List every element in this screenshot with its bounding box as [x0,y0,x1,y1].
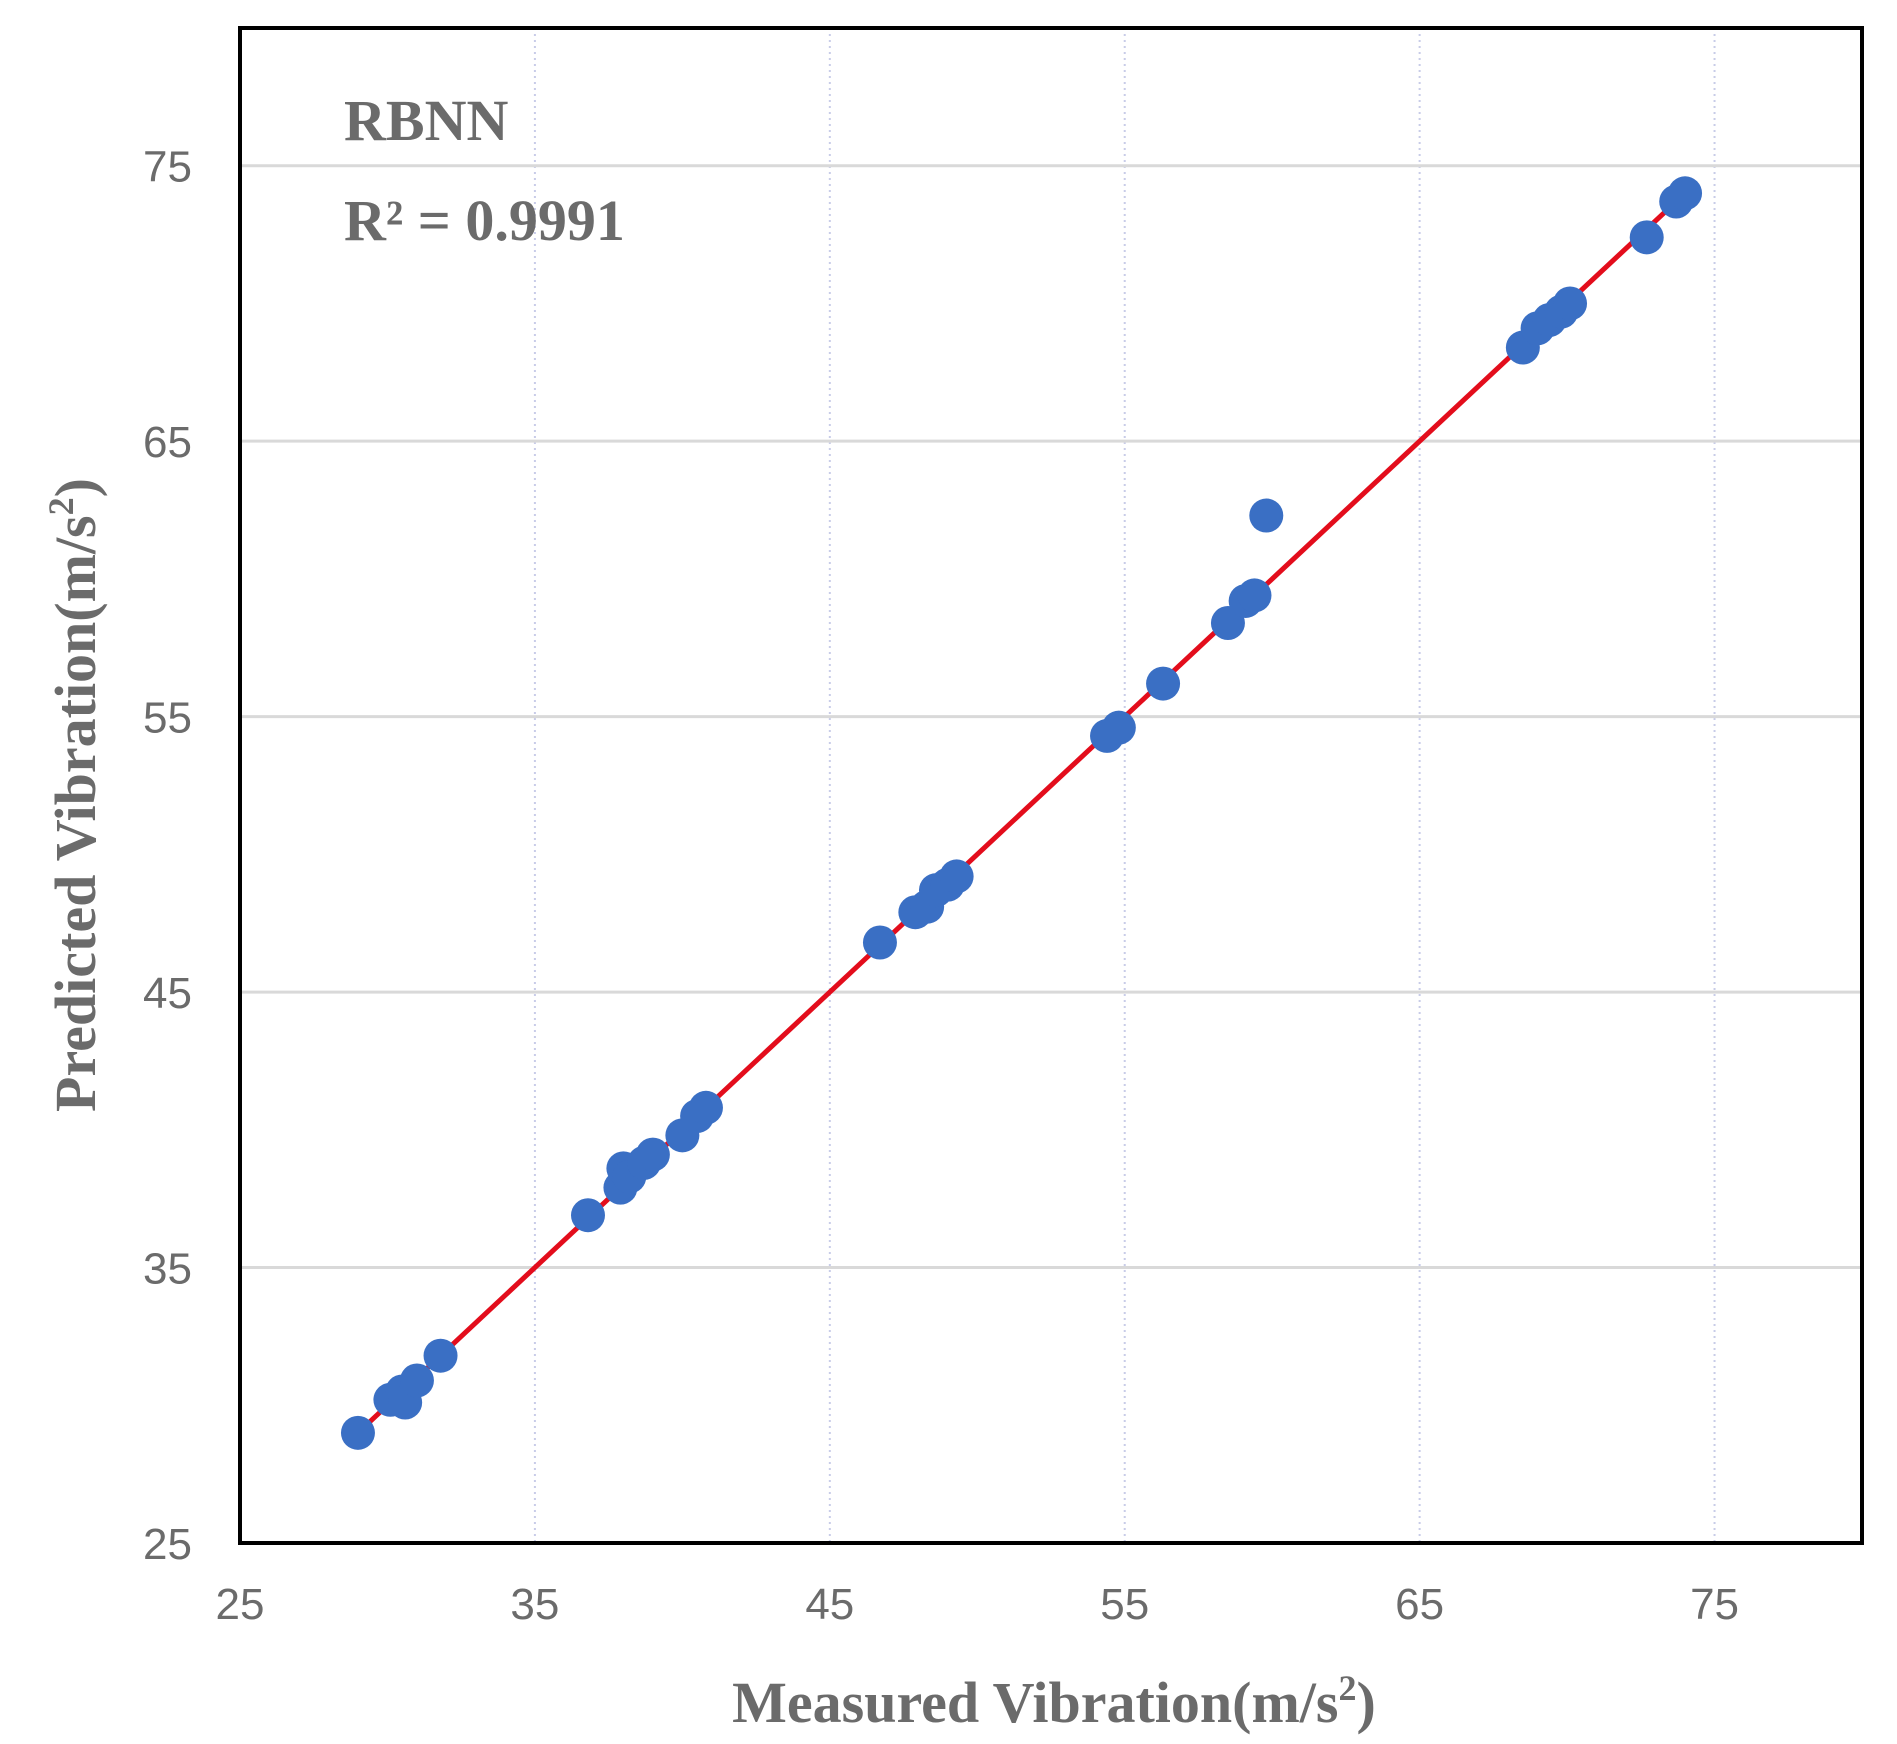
data-point-0 [340,1415,375,1450]
y-tick-label-35: 35 [143,1245,192,1294]
x-tick-label-75: 75 [1690,1580,1739,1629]
y-axis-title-superscript: 2 [41,497,81,515]
y-tick-label-75: 75 [143,143,192,192]
x-axis-title: Measured Vibration(m/s2) [732,1668,1376,1735]
y-axis-title-main: Predicted Vibration(m/s [43,515,108,1112]
x-tick-label-35: 35 [510,1580,559,1629]
y-tick-labels: 25 35 45 55 65 75 [143,143,192,1569]
data-point-20 [939,859,974,894]
data-point-23 [1146,666,1181,701]
x-axis-title-superscript: 2 [1338,1668,1356,1708]
y-axis-title: Predicted Vibration(m/s2) [41,478,108,1112]
data-point-5 [423,1338,458,1373]
r-squared-label: R² = 0.9991 [344,188,625,253]
data-point-11 [635,1137,670,1172]
y-tick-label-25: 25 [143,1520,192,1569]
data-point-27 [1249,498,1284,533]
data-point-22 [1101,710,1136,745]
minor-gridlines [533,28,1716,1543]
x-tick-label-45: 45 [805,1580,854,1629]
data-point-32 [1553,286,1588,321]
data-point-26 [1237,578,1272,613]
x-tick-label-55: 55 [1100,1580,1149,1629]
model-label: RBNN [344,88,508,153]
data-point-6 [570,1198,605,1233]
data-point-4 [399,1363,434,1398]
x-axis-title-close: ) [1356,1670,1375,1735]
x-axis-title-main: Measured Vibration(m/s [732,1670,1338,1735]
y-axis-title-close: ) [43,478,108,497]
data-point-15 [862,925,897,960]
fit-line [355,190,1688,1436]
data-points [340,176,1703,1450]
x-tick-label-25: 25 [216,1580,265,1629]
fit-line-layer [355,190,1688,1436]
y-tick-label-55: 55 [143,694,192,743]
plot-frame [238,26,1864,1545]
data-point-14 [688,1090,723,1125]
y-tick-label-65: 65 [143,418,192,467]
x-tick-labels: 25 35 45 55 65 75 [216,1580,1739,1629]
y-tick-label-45: 45 [143,969,192,1018]
major-gridlines [240,164,1862,1270]
x-tick-label-65: 65 [1395,1580,1444,1629]
data-point-35 [1668,176,1703,211]
data-point-33 [1629,220,1664,255]
